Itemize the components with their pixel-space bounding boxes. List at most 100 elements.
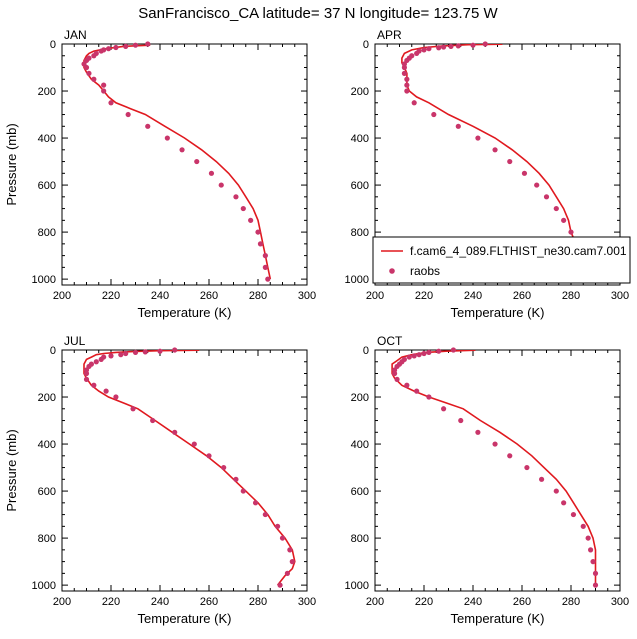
y-tick-label: 0 [363,39,369,51]
raobs-point [277,582,283,588]
raobs-point [394,376,400,382]
panel-oct: OCT 200 220 240 260 280 300 0 200 400 600 800 1000 Te… [345,334,630,626]
x-tick-label: 240 [151,290,169,302]
raobs-point [145,123,151,129]
raobs-point [404,76,410,82]
raobs-point [534,182,540,188]
raobs-point [262,511,268,518]
panel-apr: APR 200 220 240 260 280 300 0 200 400 600 800 1000 Te… [345,28,631,320]
y-tick-label: 400 [351,133,369,145]
y-tick-label: 600 [38,180,56,192]
raobs-point [240,488,246,494]
model-profile-line [83,44,272,280]
raobs-point [208,170,215,176]
raobs-point [279,535,286,541]
y-tick-label: 1000 [32,580,56,592]
raobs-point [150,417,156,424]
x-axis-label: Temperature (K) [451,611,545,626]
panel-title: JUL [64,334,86,348]
plot-frame [61,349,308,592]
y-tick-label: 1000 [32,274,56,286]
raobs-point [431,111,437,118]
raobs-point [426,394,432,400]
x-tick-label: 260 [513,596,531,608]
x-tick-label: 300 [611,596,629,608]
x-tick-label: 280 [249,596,267,608]
raobs-point [414,388,420,394]
raobs-point [108,100,114,106]
raobs-point [404,382,410,388]
raobs-point [252,500,259,506]
raobs-point [436,45,442,51]
raobs-point [98,356,104,363]
legend-label: f.cam6_4_089.FLTHIST_ne30.cam7.001 [410,244,627,258]
raobs-point [426,46,432,52]
x-tick-label: 260 [200,290,218,302]
raobs-point [401,64,407,71]
raobs-point [157,348,163,354]
panel-jul: JUL 200 220 240 260 280 300 0 200 400 600 800 1000 Te… [4,334,316,626]
raobs-point [191,441,197,447]
raobs-point [392,370,398,377]
raobs-point [441,44,447,50]
y-axis-label: Pressure (mb) [4,429,19,511]
y-tick-label: 800 [38,533,56,545]
raobs-point [91,53,97,59]
x-tick-label: 280 [249,290,267,302]
x-axis-label: Temperature (K) [138,611,232,626]
raobs-point [588,547,594,553]
x-tick-label: 200 [53,596,71,608]
x-tick-label: 300 [611,290,629,302]
raobs-point [543,194,550,200]
y-tick-label: 0 [50,345,56,357]
y-tick-label: 0 [363,345,369,357]
x-tick-label: 220 [102,596,120,608]
raobs-point [83,370,90,377]
raobs-point [164,135,170,141]
model-profile-line [83,350,296,586]
raobs-point [426,349,432,355]
raobs-point [289,559,295,565]
raobs-point [507,453,513,459]
y-axis-label: Pressure (mb) [4,123,19,205]
y-tick-label: 200 [38,392,56,404]
y-tick-label: 400 [38,133,56,145]
x-tick-label: 280 [562,290,580,302]
x-tick-label: 220 [415,290,433,302]
raobs-point [475,429,481,435]
raobs-point [592,570,599,576]
raobs-point [108,353,114,359]
x-tick-label: 200 [366,596,384,608]
raobs-point [233,194,239,200]
legend-box [372,236,631,284]
raobs-point [257,241,264,247]
raobs-point [421,47,427,53]
y-tick-label: 1000 [345,274,369,286]
y-tick-label: 600 [38,486,56,498]
raobs-point [470,42,476,48]
raobs-point [123,350,129,357]
raobs-point [132,42,139,48]
raobs-point [98,48,104,54]
raobs-point [101,88,107,94]
raobs-point [450,347,456,353]
y-tick-label: 600 [351,180,369,192]
raobs-point [448,43,454,49]
raobs-point [142,349,148,355]
raobs-point [406,354,412,360]
y-tick-label: 200 [38,86,56,98]
panel-title: JAN [64,28,87,42]
raobs-point [492,441,498,447]
x-tick-label: 200 [366,290,384,302]
x-tick-label: 260 [200,596,218,608]
raobs-point [172,347,178,353]
raobs-point [441,406,447,412]
panel-jan: JAN 200 220 240 260 280 300 0 200 400 600 800 1000 Te… [4,28,316,320]
x-tick-label: 280 [562,596,580,608]
raobs-point [561,500,567,506]
raobs-point [492,147,498,153]
raobs-point [130,406,136,412]
raobs-point [592,582,599,588]
